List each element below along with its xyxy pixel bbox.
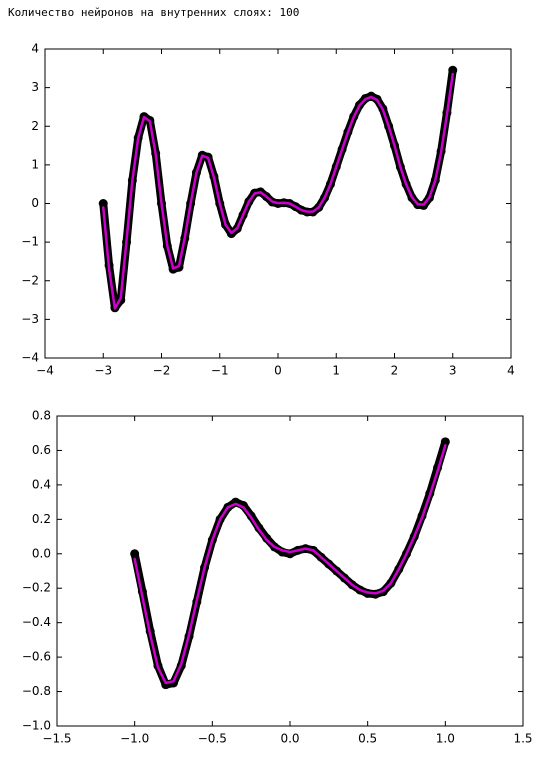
x-tick-label: 1 (332, 364, 340, 378)
x-tick-label: 2 (391, 364, 399, 378)
x-tick-label: 3 (449, 364, 457, 378)
y-tick-label: 0 (31, 196, 39, 210)
x-tick-label: −4 (36, 364, 54, 378)
series-line (99, 66, 457, 312)
data-point (238, 501, 248, 511)
axes-frame (56, 415, 524, 727)
y-tick-label: 2 (31, 119, 39, 133)
y-tick-label: −1.0 (22, 719, 51, 733)
y-tick-label: 0.8 (32, 409, 51, 423)
y-tick-label: −0.6 (22, 650, 51, 664)
y-tick-label: −4 (21, 351, 39, 365)
y-tick-label: −0.2 (22, 581, 51, 595)
x-tick-label: 0.5 (358, 732, 377, 746)
y-tick-label: 3 (31, 80, 39, 94)
series-line (102, 72, 454, 310)
x-tick-label: −0.5 (198, 732, 227, 746)
y-tick-label: −0.4 (22, 615, 51, 629)
y-tick-label: −2 (21, 273, 39, 287)
x-tick-label: 4 (507, 364, 515, 378)
x-tick-label: 0 (274, 364, 282, 378)
x-tick-label: 1.5 (513, 732, 532, 746)
data-point (98, 199, 108, 208)
x-tick-label: −3 (94, 364, 112, 378)
output-header: Количество нейронов на внутренних слоях:… (8, 6, 300, 19)
chart: −4 −3 −2 −1 0 1 2 3 4 −4 −3 −2 −1 0 1 2 3 4 (21, 42, 515, 378)
x-tick-label: −2 (153, 364, 171, 378)
series-line (133, 444, 447, 685)
y-tick-label: −0.8 (22, 684, 51, 698)
y-tick-label: 0.2 (32, 512, 51, 526)
series-line (130, 437, 450, 689)
data-point (448, 65, 458, 75)
y-tick-label: 1 (31, 157, 39, 171)
chart: −1.5 −1.0 −0.5 0.0 0.5 1.0 1.5−1.0−0.8−0.6−0.4… (22, 409, 533, 746)
y-tick-label: 0.6 (32, 443, 51, 457)
y-tick-label: 0.4 (32, 477, 51, 491)
x-tick-label: 1.0 (436, 732, 455, 746)
x-tick-label: 0.0 (280, 732, 299, 746)
data-point (440, 437, 450, 447)
x-tick-label: −1.5 (42, 732, 71, 746)
y-tick-label: −1 (21, 235, 39, 249)
y-tick-label: 0.0 (32, 546, 51, 560)
data-point (130, 549, 140, 559)
y-tick-label: 4 (31, 42, 39, 56)
x-tick-label: −1.0 (120, 732, 149, 746)
x-tick-label: −1 (211, 364, 229, 378)
y-tick-label: −3 (21, 312, 39, 326)
